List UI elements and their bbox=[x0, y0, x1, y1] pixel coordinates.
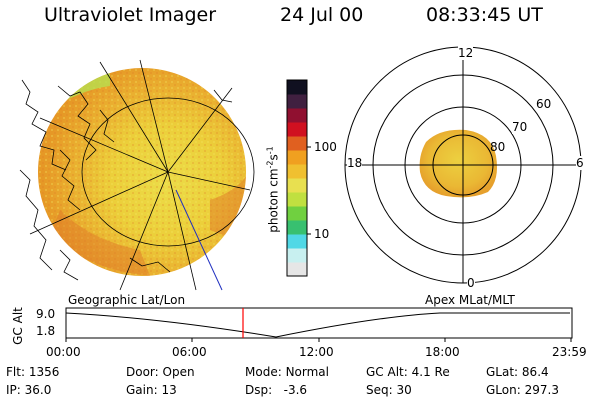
colorbar-tick-10: 10 bbox=[314, 227, 330, 241]
colorbar-cell bbox=[287, 248, 307, 263]
gcalt-info: GC Alt: 4.1 Re bbox=[366, 365, 450, 379]
colorbar-cell bbox=[287, 136, 307, 151]
colorbar-unit-label: photon cm-2s-1 bbox=[265, 146, 281, 233]
mlat-label-60: 60 bbox=[536, 97, 552, 111]
ip-info: IP: 36.0 bbox=[6, 383, 52, 397]
dsp-info: Dsp: -3.6 bbox=[245, 383, 308, 397]
mode-info: Mode: Normal bbox=[245, 365, 329, 379]
mlt-label-0: 0 bbox=[467, 276, 475, 290]
colorbar-cell bbox=[287, 178, 307, 193]
colorbar-cell bbox=[287, 206, 307, 221]
time-tick-0600: 06:00 bbox=[172, 345, 207, 359]
coastline-outline bbox=[19, 79, 233, 281]
alt-tick-9: 9.0 bbox=[36, 307, 56, 321]
image-date: 24 Jul 00 bbox=[280, 4, 364, 26]
mlt-label-18: 18 bbox=[347, 156, 363, 170]
instrument-title: Ultraviolet Imager bbox=[44, 4, 217, 26]
image-time: 08:33:45 UT bbox=[426, 4, 543, 26]
glat-info: GLat: 86.4 bbox=[486, 365, 549, 379]
altitude-curve bbox=[65, 312, 570, 338]
seq-info: Seq: 30 bbox=[366, 383, 412, 397]
auroral-image-patch bbox=[419, 129, 497, 198]
colorbar-tick-100: 100 bbox=[314, 140, 337, 154]
geographic-image bbox=[19, 59, 255, 291]
mlt-label-6: 6 bbox=[576, 156, 584, 170]
colorbar-cell bbox=[287, 150, 307, 165]
colorbar-cell bbox=[287, 262, 307, 277]
colorbar-cell bbox=[287, 220, 307, 235]
mlt-label-12: 12 bbox=[458, 46, 474, 60]
door-info: Door: Open bbox=[126, 365, 195, 379]
time-tick-2359: 23:59 bbox=[552, 345, 587, 359]
colorbar-cell bbox=[287, 94, 307, 109]
colorbar-cell bbox=[287, 80, 307, 95]
colorbar bbox=[286, 79, 311, 277]
terminator-line bbox=[175, 189, 223, 291]
glon-info: GLon: 297.3 bbox=[486, 383, 559, 397]
time-tick-0000: 00:00 bbox=[46, 345, 81, 359]
colorbar-cell bbox=[287, 164, 307, 179]
time-tick-1200: 12:00 bbox=[299, 345, 334, 359]
time-tick-1800: 18:00 bbox=[425, 345, 460, 359]
altitude-ylabel: GC Alt bbox=[11, 307, 25, 345]
colorbar-cell bbox=[287, 122, 307, 137]
polar-mlat-mlt-plot bbox=[344, 46, 582, 284]
colorbar-cell bbox=[287, 108, 307, 123]
geographic-grid bbox=[29, 59, 255, 291]
altitude-plot bbox=[65, 307, 573, 342]
gain-info: Gain: 13 bbox=[126, 383, 177, 397]
apex-label: Apex MLat/MLT bbox=[425, 293, 515, 307]
alt-tick-1-8: 1.8 bbox=[36, 324, 56, 338]
colorbar-cell bbox=[287, 234, 307, 249]
colorbar-cell bbox=[287, 192, 307, 207]
geographic-label: Geographic Lat/Lon bbox=[68, 293, 186, 307]
mlat-label-70: 70 bbox=[512, 120, 528, 134]
mlat-label-80: 80 bbox=[490, 140, 506, 154]
flt-info: Flt: 1356 bbox=[6, 365, 60, 379]
